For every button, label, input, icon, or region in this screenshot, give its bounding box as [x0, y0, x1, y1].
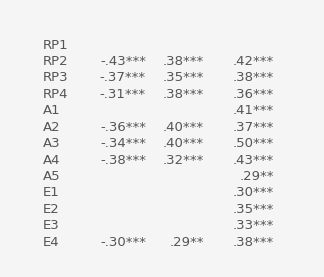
Text: -.34***: -.34*** [100, 137, 146, 150]
Text: E2: E2 [43, 203, 60, 216]
Text: .38***: .38*** [233, 236, 274, 249]
Text: .37***: .37*** [233, 121, 274, 134]
Text: A5: A5 [43, 170, 61, 183]
Text: .50***: .50*** [233, 137, 274, 150]
Text: A3: A3 [43, 137, 61, 150]
Text: A1: A1 [43, 104, 61, 117]
Text: .36***: .36*** [233, 88, 274, 101]
Text: .41***: .41*** [233, 104, 274, 117]
Text: E4: E4 [43, 236, 60, 249]
Text: .40***: .40*** [163, 121, 204, 134]
Text: RP4: RP4 [43, 88, 68, 101]
Text: RP2: RP2 [43, 55, 69, 68]
Text: -.43***: -.43*** [100, 55, 146, 68]
Text: .29**: .29** [169, 236, 204, 249]
Text: .30***: .30*** [233, 186, 274, 199]
Text: .38***: .38*** [162, 55, 204, 68]
Text: .43***: .43*** [233, 153, 274, 166]
Text: -.30***: -.30*** [100, 236, 146, 249]
Text: .38***: .38*** [162, 88, 204, 101]
Text: -.38***: -.38*** [100, 153, 146, 166]
Text: A2: A2 [43, 121, 61, 134]
Text: -.31***: -.31*** [100, 88, 146, 101]
Text: E1: E1 [43, 186, 60, 199]
Text: RP1: RP1 [43, 39, 69, 52]
Text: .42***: .42*** [233, 55, 274, 68]
Text: .40***: .40*** [163, 137, 204, 150]
Text: -.37***: -.37*** [100, 71, 146, 84]
Text: .32***: .32*** [162, 153, 204, 166]
Text: E3: E3 [43, 219, 60, 232]
Text: RP3: RP3 [43, 71, 69, 84]
Text: -.36***: -.36*** [100, 121, 146, 134]
Text: A4: A4 [43, 153, 61, 166]
Text: .35***: .35*** [233, 203, 274, 216]
Text: .38***: .38*** [233, 71, 274, 84]
Text: .29**: .29** [239, 170, 274, 183]
Text: .33***: .33*** [233, 219, 274, 232]
Text: .35***: .35*** [162, 71, 204, 84]
